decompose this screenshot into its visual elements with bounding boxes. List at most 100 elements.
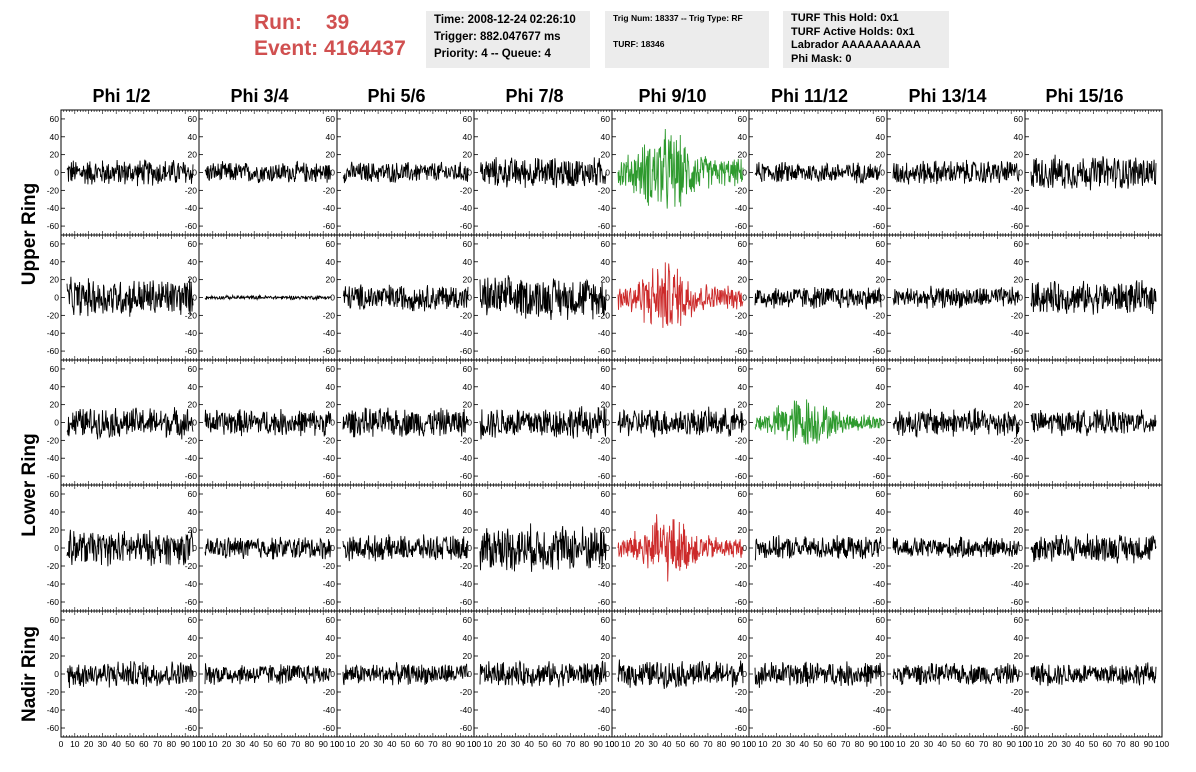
y-tick-label: -20	[873, 561, 886, 571]
y-tick-label: -40	[735, 203, 748, 213]
y-tick-label: 0	[605, 293, 610, 303]
y-tick-label: -20	[735, 435, 748, 445]
y-tick-label: -40	[185, 328, 198, 338]
y-tick-label: -20	[185, 185, 198, 195]
waveform-trace	[754, 535, 882, 561]
y-tick-label: -20	[323, 435, 336, 445]
timing-info-box: Time: 2008-12-24 02:26:10 Trigger: 882.0…	[426, 11, 590, 68]
y-tick-label: 60	[50, 615, 60, 625]
y-tick-label: 40	[738, 132, 748, 142]
y-tick-label: 60	[1014, 489, 1024, 499]
turf-active-text: TURF Active Holds: 0x1	[791, 25, 915, 38]
y-tick-label: -40	[598, 328, 611, 338]
y-tick-label: 20	[876, 400, 886, 410]
y-tick-label: -60	[47, 597, 60, 607]
waveform-trace	[754, 286, 882, 310]
trigger-info-box: Trig Num: 18337 -- Trig Type: RF TURF: 1…	[605, 11, 769, 68]
y-tick-label: -60	[460, 221, 473, 231]
y-tick-label: 0	[605, 543, 610, 553]
event-label: Event:	[254, 37, 319, 60]
y-tick-label: 0	[192, 669, 197, 679]
x-tick-label: 0	[197, 739, 202, 749]
waveform-panel: -60 -40 -20 0 20 40 60	[323, 610, 475, 738]
labrador-text: Labrador AAAAAAAAAA	[791, 39, 921, 51]
y-tick-label: -60	[47, 723, 60, 733]
waveform-panel: -60 -40 -20 0 20 40 60	[323, 484, 475, 612]
y-tick-label: 40	[50, 507, 60, 517]
y-tick-label: 60	[326, 489, 336, 499]
y-tick-label: 40	[463, 633, 473, 643]
y-tick-label: -40	[323, 705, 336, 715]
x-tick-label: 90	[1006, 739, 1016, 749]
y-tick-label: -60	[1011, 221, 1024, 231]
waveform-panel: -60 -40 -20 0 20 40 60	[873, 234, 1026, 361]
waveform-panel: -60 -40 -20 0 20 40 60	[323, 109, 475, 236]
y-tick-label: 40	[738, 507, 748, 517]
y-tick-label: -40	[735, 705, 748, 715]
y-tick-label: -60	[598, 597, 611, 607]
y-tick-label: 20	[601, 275, 611, 285]
col-header-phi-11-12: Phi 11/12	[770, 86, 849, 106]
waveform-panel: -60 -40 -20 0 20 40 60	[598, 610, 750, 738]
y-tick-label: -40	[598, 705, 611, 715]
x-tick-label: 30	[924, 739, 934, 749]
y-tick-label: -60	[323, 597, 336, 607]
y-tick-label: 20	[1014, 275, 1024, 285]
y-tick-label: 0	[330, 293, 335, 303]
waveform-panel: -60 -40 -20 0 20 40 60	[460, 359, 613, 486]
y-tick-label: 40	[50, 382, 60, 392]
waveform-trace	[204, 408, 332, 437]
y-tick-label: -20	[47, 561, 60, 571]
waveform-panel: -60 -40 -20 0 20 40 60	[323, 234, 475, 361]
x-tick-label: 0	[885, 739, 890, 749]
y-tick-label: -20	[873, 687, 886, 697]
x-tick-label: 40	[799, 739, 809, 749]
waveform-trace	[66, 276, 194, 317]
run-event-info: Run: 39 Event: 4164437	[254, 10, 406, 62]
y-tick-label: -60	[323, 221, 336, 231]
y-tick-label: -20	[460, 435, 473, 445]
y-tick-label: 60	[601, 615, 611, 625]
y-tick-label: -40	[873, 328, 886, 338]
y-tick-label: 60	[738, 615, 748, 625]
waveform-panel: -60 -40 -20 0 20 40 60	[47, 234, 200, 361]
x-tick-label: 60	[1102, 739, 1112, 749]
waveform-trace	[617, 514, 744, 582]
y-tick-label: 40	[326, 132, 336, 142]
y-tick-label: 60	[876, 239, 886, 249]
y-tick-label: 40	[876, 257, 886, 267]
y-tick-label: 60	[50, 489, 60, 499]
y-tick-label: 20	[50, 525, 60, 535]
y-tick-label: -40	[598, 453, 611, 463]
waveform-trace	[66, 159, 194, 187]
waveform-trace	[479, 659, 607, 688]
y-tick-label: 0	[54, 543, 59, 553]
x-tick-label: 20	[772, 739, 782, 749]
waveform-panel: -60 -40 -20 0 20 40 60	[323, 359, 475, 486]
waveform-trace	[754, 661, 882, 688]
x-tick-label: 70	[841, 739, 851, 749]
y-tick-label: -20	[323, 185, 336, 195]
x-tick-label: 10	[70, 739, 80, 749]
waveform-panel: -60 -40 -20 0 20 40 60	[47, 484, 200, 612]
y-tick-label: 60	[601, 364, 611, 374]
x-tick-label: 50	[263, 739, 273, 749]
x-tick-label: 90	[868, 739, 878, 749]
y-tick-label: 60	[1014, 615, 1024, 625]
waveform-trace	[342, 534, 469, 562]
y-tick-label: 0	[192, 168, 197, 178]
y-tick-label: -20	[1011, 687, 1024, 697]
col-header-phi-7-8: Phi 7/8	[505, 86, 564, 106]
y-tick-label: 40	[188, 507, 198, 517]
x-tick-label: 30	[98, 739, 108, 749]
y-tick-label: 40	[463, 132, 473, 142]
y-tick-label: 20	[876, 651, 886, 661]
y-tick-label: -40	[1011, 328, 1024, 338]
y-tick-label: 40	[50, 633, 60, 643]
y-tick-label: -20	[598, 310, 611, 320]
x-tick-label: 100	[330, 739, 344, 749]
x-tick-label: 10	[621, 739, 631, 749]
y-tick-label: -20	[185, 687, 198, 697]
x-tick-label: 70	[291, 739, 301, 749]
